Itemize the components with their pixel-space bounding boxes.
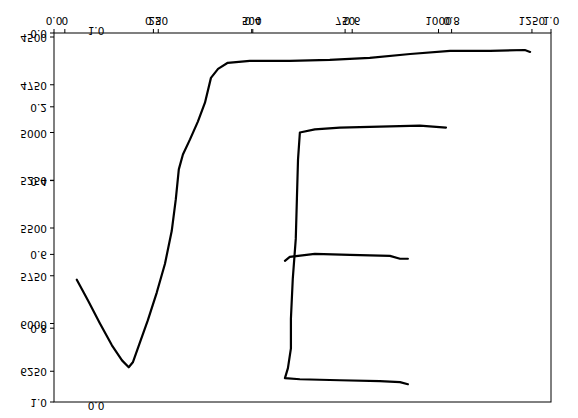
x-tick <box>158 29 159 33</box>
x-tick <box>531 29 532 33</box>
x-tick <box>451 29 452 33</box>
y-tick <box>50 106 54 107</box>
chart-root: 0.00.20.40.60.81.00.00.20.40.60.81.00250… <box>0 0 578 418</box>
y-tick-label: 0.6 <box>30 249 47 261</box>
x-tick-label: 250 <box>148 15 168 27</box>
y-tick <box>50 132 54 133</box>
plot-frame <box>54 33 551 402</box>
x-tick <box>252 29 253 33</box>
x-tick-label: 1000 <box>425 15 452 27</box>
y-tick-label: 6000 <box>20 319 47 331</box>
y-tick-label: 5250 <box>20 175 47 187</box>
x-tick <box>64 29 65 33</box>
y-tick <box>50 402 54 403</box>
y-tick <box>50 180 54 181</box>
y-tick-label: 4500 <box>20 32 47 44</box>
background <box>0 0 578 418</box>
y-tick-label: 0.2 <box>30 102 47 114</box>
axes-0: 0.00.20.40.60.81.00.00.20.40.60.81.0 <box>30 15 559 409</box>
y-tick-label: 0.0 <box>88 400 105 412</box>
y-tick <box>50 254 54 255</box>
x-tick-label: 1250 <box>519 15 546 27</box>
y-tick <box>50 323 54 324</box>
ink-stroke <box>285 126 446 385</box>
y-tick-label: 1.0 <box>30 397 47 409</box>
x-tick <box>551 29 552 33</box>
x-tick-label: 500 <box>242 15 262 27</box>
y-tick <box>50 228 54 229</box>
x-tick <box>438 29 439 33</box>
y-tick-label: 5000 <box>20 128 47 140</box>
y-tick <box>50 328 54 329</box>
y-tick-label: 6250 <box>20 366 47 378</box>
x-tick <box>153 29 154 33</box>
chart-svg: 0.00.20.40.60.81.00.00.20.40.60.81.00250… <box>0 0 578 418</box>
x-tick-label: 0 <box>61 15 68 27</box>
axes-2: 0.0 1.0 <box>88 25 105 412</box>
ink-stroke <box>77 50 530 367</box>
ink-stroke <box>285 254 408 261</box>
y-tick <box>50 37 54 38</box>
x-tick <box>54 29 55 33</box>
x-tick <box>352 29 353 33</box>
axes-1: 0 250 500 750 1000 1250 4500 4750 5000 5250 5500 57… <box>20 15 545 384</box>
y-tick <box>50 84 54 85</box>
x-tick <box>345 29 346 33</box>
y-tick-label: 4750 <box>20 80 47 92</box>
y-tick <box>50 33 54 34</box>
x-tick-label: 750 <box>335 15 355 27</box>
y-tick-label: 5500 <box>20 223 47 235</box>
y-tick <box>50 371 54 372</box>
y-tick-label: 5750 <box>20 271 47 283</box>
y-tick-label: 1.0 <box>88 25 105 37</box>
x-tick-label: 0.0 <box>46 15 63 27</box>
lines <box>77 50 530 384</box>
x-tick <box>251 29 252 33</box>
y-tick <box>50 180 54 181</box>
y-tick <box>50 275 54 276</box>
